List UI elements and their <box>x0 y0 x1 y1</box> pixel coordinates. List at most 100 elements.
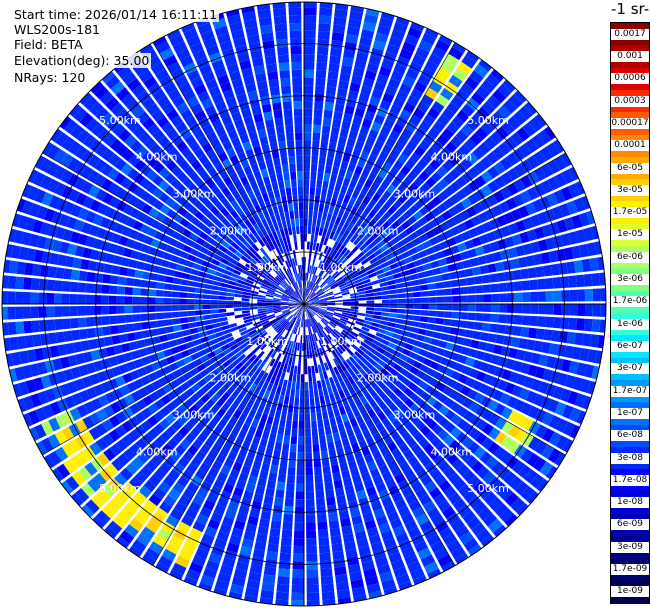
range-gate-cell <box>386 239 396 248</box>
range-gate-cell <box>282 293 291 298</box>
range-gate-cell <box>247 362 255 371</box>
range-gate-cell <box>436 203 448 214</box>
range-gate-cell <box>255 2 270 4</box>
range-gate-cell <box>394 254 404 262</box>
range-gate-cell <box>164 172 176 184</box>
range-gate-cell <box>285 288 293 295</box>
range-gate-cell <box>326 86 337 96</box>
range-gate-cell <box>364 161 374 172</box>
range-gate-cell <box>445 255 455 265</box>
range-gate-cell <box>504 325 514 336</box>
range-gate-cell <box>341 57 354 67</box>
range-gate-cell <box>316 62 328 71</box>
range-gate-cell <box>99 91 114 106</box>
range-gate-cell <box>399 109 412 121</box>
range-gate-cell <box>319 299 328 302</box>
range-gate-cell <box>359 395 368 405</box>
range-gate-cell <box>178 343 188 352</box>
range-gate-cell <box>238 505 250 516</box>
range-gate-cell <box>249 180 259 190</box>
range-gate-cell <box>154 507 168 521</box>
range-gate-cell <box>215 331 224 338</box>
range-gate-cell <box>167 88 181 101</box>
range-gate-cell <box>158 241 168 251</box>
range-gate-cell <box>172 277 182 285</box>
range-gate-cell <box>311 299 320 302</box>
range-gate-cell <box>436 165 448 178</box>
range-gate-cell <box>349 155 359 165</box>
range-gate-cell <box>87 169 100 183</box>
range-gate-cell <box>399 461 411 473</box>
range-gate-cell <box>304 233 308 242</box>
range-gate-cell <box>296 475 304 484</box>
range-gate-cell <box>428 449 440 461</box>
range-gate-cell <box>192 49 207 62</box>
range-gate-cell <box>77 317 87 328</box>
range-gate-cell <box>271 281 279 287</box>
range-gate-cell <box>57 344 68 356</box>
range-gate-cell <box>304 304 312 307</box>
range-gate-cell <box>324 313 333 318</box>
range-gate-cell <box>459 250 470 261</box>
range-gate-cell <box>304 163 311 172</box>
range-gate-cell <box>148 281 158 289</box>
range-gate-cell <box>55 446 69 462</box>
range-gate-cell <box>244 415 254 426</box>
range-gate-cell <box>443 311 453 319</box>
range-gate-cell <box>222 89 235 100</box>
range-gate-cell <box>514 480 529 496</box>
range-gate-cell <box>199 506 212 519</box>
range-gate-cell <box>258 329 267 337</box>
range-gate-cell <box>283 109 293 118</box>
range-gate-cell <box>456 431 468 444</box>
range-gate-cell <box>432 243 443 253</box>
range-gate-cell <box>133 358 144 369</box>
range-gate-cell <box>312 266 316 275</box>
range-gate-cell <box>485 73 501 88</box>
range-gate-cell <box>319 306 328 309</box>
range-gate-cell <box>102 192 114 205</box>
range-gate-cell <box>457 373 469 385</box>
range-gate-cell <box>228 245 237 254</box>
range-gate-cell <box>189 274 199 282</box>
range-gate-cell <box>261 227 268 237</box>
range-gate-cell <box>257 369 265 379</box>
range-gate-cell <box>370 232 379 241</box>
range-gate-cell <box>304 210 309 219</box>
range-gate-cell <box>116 315 126 324</box>
range-gate-cell <box>216 221 226 231</box>
range-gate-cell <box>306 592 320 601</box>
range-gate-cell <box>129 369 140 381</box>
range-gate-cell <box>583 413 596 429</box>
range-gate-cell <box>132 305 141 313</box>
range-gate-cell <box>275 385 282 395</box>
range-gate-cell <box>322 228 328 237</box>
range-gate-cell <box>339 380 347 390</box>
range-gate-cell <box>305 444 312 453</box>
range-gate-cell <box>339 236 346 245</box>
range-gate-cell <box>279 458 288 468</box>
range-gate-cell <box>332 24 346 34</box>
range-gate-cell <box>381 58 395 70</box>
range-gate-cell <box>257 9 272 19</box>
range-gate-cell <box>244 209 253 219</box>
range-gate-cell <box>539 461 553 477</box>
range-gate-cell <box>189 171 200 183</box>
range-gate-cell <box>44 388 57 402</box>
range-gate-cell <box>568 231 579 245</box>
range-gate-cell <box>190 268 200 276</box>
range-gate-cell <box>358 268 367 276</box>
range-gate-cell <box>401 377 412 387</box>
range-gate-cell <box>209 195 220 206</box>
range-gate-cell <box>383 537 397 549</box>
range-gate-cell <box>280 537 292 546</box>
range-gate-cell <box>104 206 116 219</box>
range-gate-cell <box>389 304 398 309</box>
range-gate-cell <box>399 367 409 377</box>
range-gate-cell <box>259 185 267 195</box>
range-gate-cell <box>91 494 106 509</box>
range-gate-cell <box>471 522 486 537</box>
range-gate-cell <box>219 282 229 288</box>
range-gate-cell <box>292 420 298 429</box>
range-gate-cell <box>70 124 84 139</box>
